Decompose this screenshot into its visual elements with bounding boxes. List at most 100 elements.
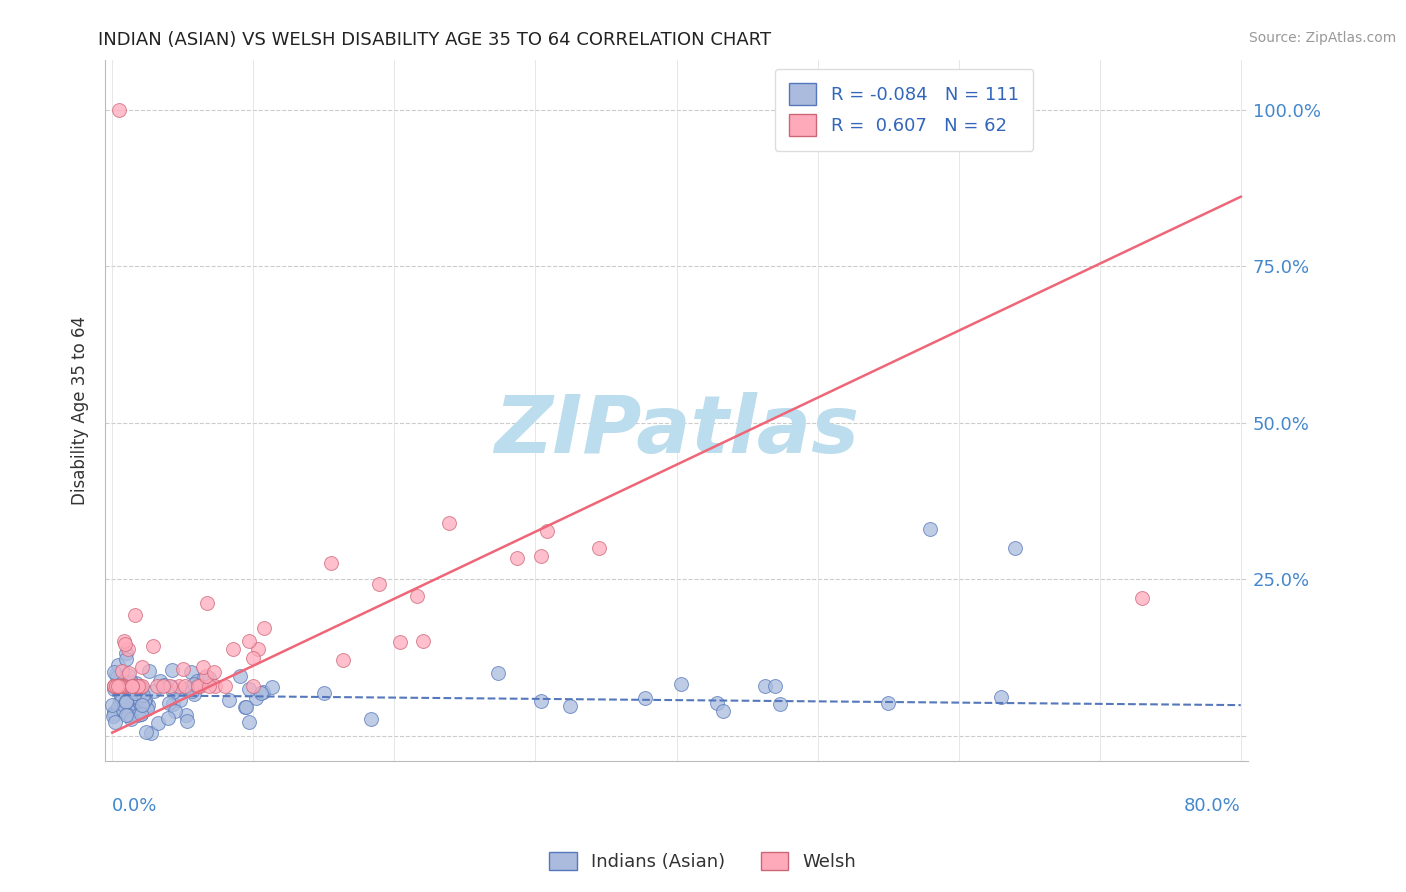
Text: ZIPatlas: ZIPatlas (494, 392, 859, 470)
Y-axis label: Disability Age 35 to 64: Disability Age 35 to 64 (72, 316, 89, 505)
Point (117, 707, 139, 722)
Point (193, 660, 215, 674)
Point (131, 660, 153, 674)
Point (228, 669, 250, 683)
Point (319, 556, 342, 570)
Point (368, 577, 391, 591)
Point (1004, 541, 1026, 555)
Point (114, 646, 136, 660)
Text: 80.0%: 80.0% (1184, 797, 1240, 815)
Point (131, 689, 153, 703)
Point (118, 684, 141, 698)
Point (183, 677, 205, 691)
Point (172, 662, 194, 676)
Point (312, 686, 335, 700)
Point (530, 693, 553, 707)
Point (105, 679, 128, 693)
Point (124, 679, 146, 693)
Point (769, 697, 792, 711)
Point (1130, 591, 1153, 605)
Point (169, 693, 191, 707)
Point (115, 708, 138, 723)
Point (246, 641, 269, 656)
Point (134, 698, 156, 713)
Point (131, 707, 153, 722)
Point (159, 679, 181, 693)
Point (108, 681, 131, 695)
Point (204, 679, 226, 693)
Point (920, 522, 942, 536)
Point (103, 665, 125, 679)
Point (112, 633, 135, 648)
Point (176, 714, 198, 728)
Point (118, 677, 141, 691)
Point (180, 665, 202, 679)
Point (135, 702, 157, 716)
Point (112, 698, 135, 712)
Point (121, 679, 143, 693)
Point (162, 663, 184, 677)
Point (558, 699, 581, 714)
Text: Source: ZipAtlas.com: Source: ZipAtlas.com (1249, 31, 1396, 45)
Point (103, 679, 125, 693)
Point (111, 680, 134, 694)
Point (252, 685, 274, 699)
Text: INDIAN (ASIAN) VS WELSH DISABILITY AGE 35 TO 64 CORRELATION CHART: INDIAN (ASIAN) VS WELSH DISABILITY AGE 3… (98, 31, 772, 49)
Point (332, 652, 354, 666)
Point (174, 707, 197, 722)
Point (135, 725, 157, 739)
Point (186, 673, 208, 688)
Point (103, 679, 125, 693)
Point (111, 691, 134, 706)
Text: 0.0%: 0.0% (112, 797, 157, 815)
Point (235, 700, 257, 714)
Point (195, 668, 218, 682)
Point (136, 698, 159, 712)
Point (121, 682, 143, 697)
Point (117, 668, 139, 682)
Point (152, 679, 174, 693)
Point (990, 690, 1012, 704)
Point (118, 696, 141, 710)
Point (117, 703, 139, 717)
Point (214, 679, 236, 693)
Point (138, 665, 160, 679)
Point (412, 634, 434, 648)
Point (108, 679, 131, 693)
Point (242, 651, 264, 665)
Point (117, 642, 139, 657)
Point (187, 679, 209, 693)
Point (177, 681, 200, 696)
Point (669, 677, 692, 691)
Point (115, 652, 138, 666)
Point (122, 683, 145, 698)
Point (121, 679, 143, 693)
Point (146, 679, 169, 693)
Point (506, 551, 529, 566)
Point (148, 715, 170, 730)
Point (112, 703, 135, 717)
Point (108, 679, 131, 693)
Point (128, 691, 150, 706)
Point (112, 679, 135, 693)
Point (167, 679, 190, 693)
Point (112, 673, 135, 688)
Point (127, 708, 149, 723)
Point (118, 665, 141, 680)
Point (129, 707, 152, 722)
Point (245, 690, 267, 705)
Point (260, 680, 283, 694)
Point (174, 679, 197, 693)
Point (486, 666, 509, 681)
Point (634, 691, 657, 706)
Point (107, 658, 129, 673)
Point (124, 686, 146, 700)
Point (142, 684, 165, 698)
Point (101, 709, 124, 723)
Point (162, 685, 184, 699)
Point (198, 671, 221, 685)
Legend: R = -0.084   N = 111, R =  0.607   N = 62: R = -0.084 N = 111, R = 0.607 N = 62 (775, 69, 1033, 151)
Point (112, 705, 135, 719)
Point (198, 679, 221, 693)
Point (706, 697, 728, 711)
